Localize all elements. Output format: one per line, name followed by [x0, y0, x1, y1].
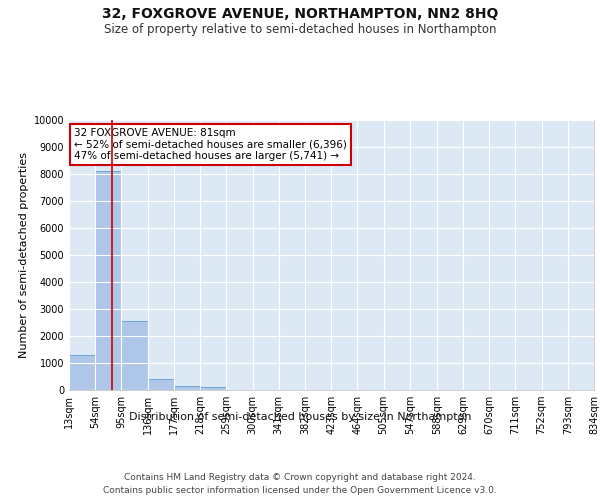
Text: Size of property relative to semi-detached houses in Northampton: Size of property relative to semi-detach… — [104, 22, 496, 36]
Text: Contains public sector information licensed under the Open Government Licence v3: Contains public sector information licen… — [103, 486, 497, 495]
Text: 32, FOXGROVE AVENUE, NORTHAMPTON, NN2 8HQ: 32, FOXGROVE AVENUE, NORTHAMPTON, NN2 8H… — [102, 8, 498, 22]
Text: 32 FOXGROVE AVENUE: 81sqm
← 52% of semi-detached houses are smaller (6,396)
47% : 32 FOXGROVE AVENUE: 81sqm ← 52% of semi-… — [74, 128, 347, 162]
Text: Contains HM Land Registry data © Crown copyright and database right 2024.: Contains HM Land Registry data © Crown c… — [124, 472, 476, 482]
Bar — [121, 321, 148, 390]
Text: Distribution of semi-detached houses by size in Northampton: Distribution of semi-detached houses by … — [129, 412, 471, 422]
Y-axis label: Number of semi-detached properties: Number of semi-detached properties — [19, 152, 29, 358]
Bar — [174, 386, 200, 390]
Bar — [200, 388, 226, 390]
Bar — [95, 172, 121, 390]
Bar — [148, 379, 174, 390]
Bar — [69, 355, 95, 390]
